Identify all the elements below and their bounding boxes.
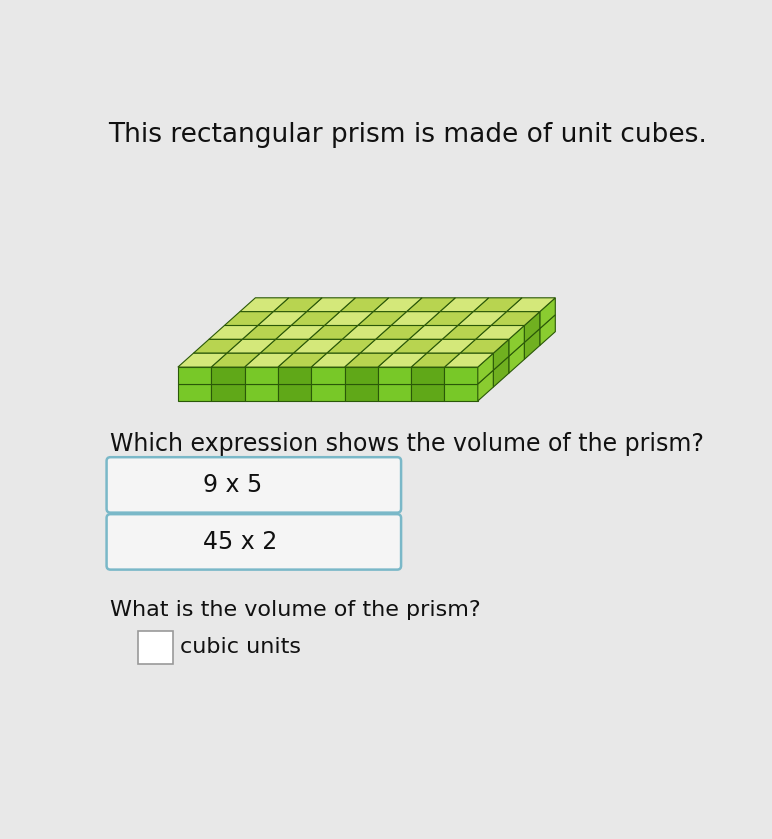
Polygon shape: [311, 367, 344, 384]
Polygon shape: [212, 384, 245, 401]
Polygon shape: [178, 353, 227, 367]
Polygon shape: [178, 367, 212, 384]
Polygon shape: [524, 329, 540, 359]
Text: Which expression shows the volume of the prism?: Which expression shows the volume of the…: [110, 432, 704, 456]
Polygon shape: [445, 384, 478, 401]
FancyBboxPatch shape: [137, 631, 173, 664]
Polygon shape: [340, 298, 388, 311]
Polygon shape: [440, 298, 489, 311]
Polygon shape: [378, 384, 411, 401]
Polygon shape: [278, 384, 311, 401]
Polygon shape: [375, 326, 425, 340]
Polygon shape: [442, 326, 491, 340]
Polygon shape: [409, 326, 458, 340]
Polygon shape: [425, 311, 473, 326]
Polygon shape: [309, 326, 357, 340]
Text: 9 x 5: 9 x 5: [204, 473, 262, 497]
Polygon shape: [460, 340, 509, 353]
Polygon shape: [360, 340, 409, 353]
FancyBboxPatch shape: [107, 514, 401, 570]
Text: 45 x 2: 45 x 2: [204, 530, 278, 554]
Polygon shape: [242, 326, 291, 340]
Polygon shape: [478, 370, 493, 401]
Polygon shape: [357, 311, 407, 326]
Polygon shape: [391, 311, 440, 326]
Polygon shape: [378, 367, 411, 384]
Polygon shape: [540, 315, 555, 346]
Polygon shape: [524, 311, 540, 342]
Polygon shape: [506, 298, 555, 311]
Polygon shape: [245, 353, 293, 367]
Polygon shape: [276, 326, 324, 340]
Polygon shape: [478, 353, 493, 384]
Polygon shape: [427, 340, 476, 353]
Polygon shape: [344, 353, 393, 367]
Polygon shape: [411, 367, 445, 384]
Polygon shape: [445, 367, 478, 384]
Polygon shape: [407, 298, 455, 311]
Polygon shape: [344, 384, 378, 401]
Polygon shape: [245, 367, 278, 384]
Polygon shape: [278, 353, 327, 367]
Polygon shape: [260, 340, 309, 353]
Polygon shape: [473, 298, 522, 311]
FancyBboxPatch shape: [107, 457, 401, 513]
Polygon shape: [458, 311, 506, 326]
Polygon shape: [411, 353, 460, 367]
Polygon shape: [342, 326, 391, 340]
Polygon shape: [258, 311, 306, 326]
Polygon shape: [445, 353, 493, 367]
Polygon shape: [540, 298, 555, 329]
Polygon shape: [324, 311, 373, 326]
Polygon shape: [225, 311, 273, 326]
Text: This rectangular prism is made of unit cubes.: This rectangular prism is made of unit c…: [108, 122, 707, 149]
Polygon shape: [273, 298, 322, 311]
Polygon shape: [311, 384, 344, 401]
Polygon shape: [209, 326, 258, 340]
Polygon shape: [212, 353, 260, 367]
Polygon shape: [227, 340, 276, 353]
Polygon shape: [306, 298, 355, 311]
Polygon shape: [378, 353, 427, 367]
Polygon shape: [293, 340, 342, 353]
Polygon shape: [476, 326, 524, 340]
Polygon shape: [327, 340, 375, 353]
Polygon shape: [411, 384, 445, 401]
Polygon shape: [493, 357, 509, 387]
Text: What is the volume of the prism?: What is the volume of the prism?: [110, 601, 481, 620]
Polygon shape: [493, 340, 509, 370]
Polygon shape: [212, 367, 245, 384]
Polygon shape: [240, 298, 289, 311]
Polygon shape: [311, 353, 360, 367]
Text: cubic units: cubic units: [180, 638, 301, 658]
Polygon shape: [245, 384, 278, 401]
Polygon shape: [344, 367, 378, 384]
Polygon shape: [291, 311, 340, 326]
Polygon shape: [193, 340, 242, 353]
Polygon shape: [278, 367, 311, 384]
Polygon shape: [509, 326, 524, 357]
Polygon shape: [491, 311, 540, 326]
Polygon shape: [373, 298, 422, 311]
Polygon shape: [509, 342, 524, 373]
Polygon shape: [393, 340, 442, 353]
Polygon shape: [178, 384, 212, 401]
